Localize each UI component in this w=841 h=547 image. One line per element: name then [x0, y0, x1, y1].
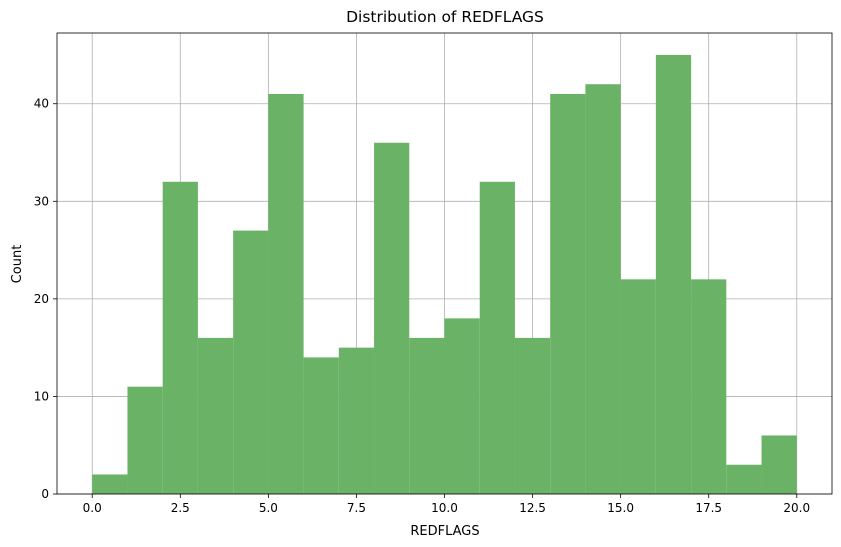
x-tick-label: 17.5	[695, 501, 722, 515]
x-tick-label: 20.0	[783, 501, 810, 515]
histogram-bar	[92, 474, 128, 494]
histogram-bar	[127, 386, 163, 494]
x-axis-ticks: 0.0 2.5 5.0 7.5 10.0 12.5 15.0 17.5 20.0	[83, 494, 810, 515]
x-tick-label: 5.0	[259, 501, 278, 515]
chart-title: Distribution of REDFLAGS	[346, 8, 544, 26]
x-tick-label: 12.5	[519, 501, 546, 515]
x-tick-label: 15.0	[607, 501, 634, 515]
histogram-bar	[761, 435, 797, 494]
x-tick-label: 7.5	[347, 501, 366, 515]
histogram-bar	[479, 181, 515, 494]
histogram-bar	[550, 93, 586, 495]
x-axis-label: REDFLAGS	[410, 524, 479, 539]
y-tick-label: 20	[34, 292, 49, 306]
y-tick-label: 0	[41, 487, 49, 501]
histogram-bar	[691, 279, 727, 494]
y-tick-label: 10	[34, 389, 49, 403]
x-tick-label: 10.0	[431, 501, 458, 515]
histogram-bar	[514, 337, 551, 494]
histogram-bar	[585, 84, 621, 494]
x-tick-label: 0.0	[83, 501, 102, 515]
histogram-bar	[233, 230, 269, 495]
histogram-bar	[726, 464, 762, 494]
y-axis-ticks: 0 10 20 30 40	[34, 97, 57, 501]
histogram-bar	[303, 357, 339, 494]
histogram-bar	[374, 142, 410, 494]
histogram-bar	[655, 54, 692, 494]
y-tick-label: 30	[34, 194, 49, 208]
bars	[92, 54, 797, 495]
histogram-bar	[338, 347, 375, 494]
histogram-bar	[268, 93, 304, 495]
y-tick-label: 40	[34, 97, 49, 111]
histogram-bar	[162, 181, 198, 494]
histogram-bar	[197, 337, 234, 494]
histogram-bar	[620, 279, 656, 494]
histogram-bar	[409, 337, 445, 494]
x-tick-label: 2.5	[171, 501, 190, 515]
y-axis-label: Count	[10, 245, 25, 284]
histogram-bar	[444, 318, 480, 494]
